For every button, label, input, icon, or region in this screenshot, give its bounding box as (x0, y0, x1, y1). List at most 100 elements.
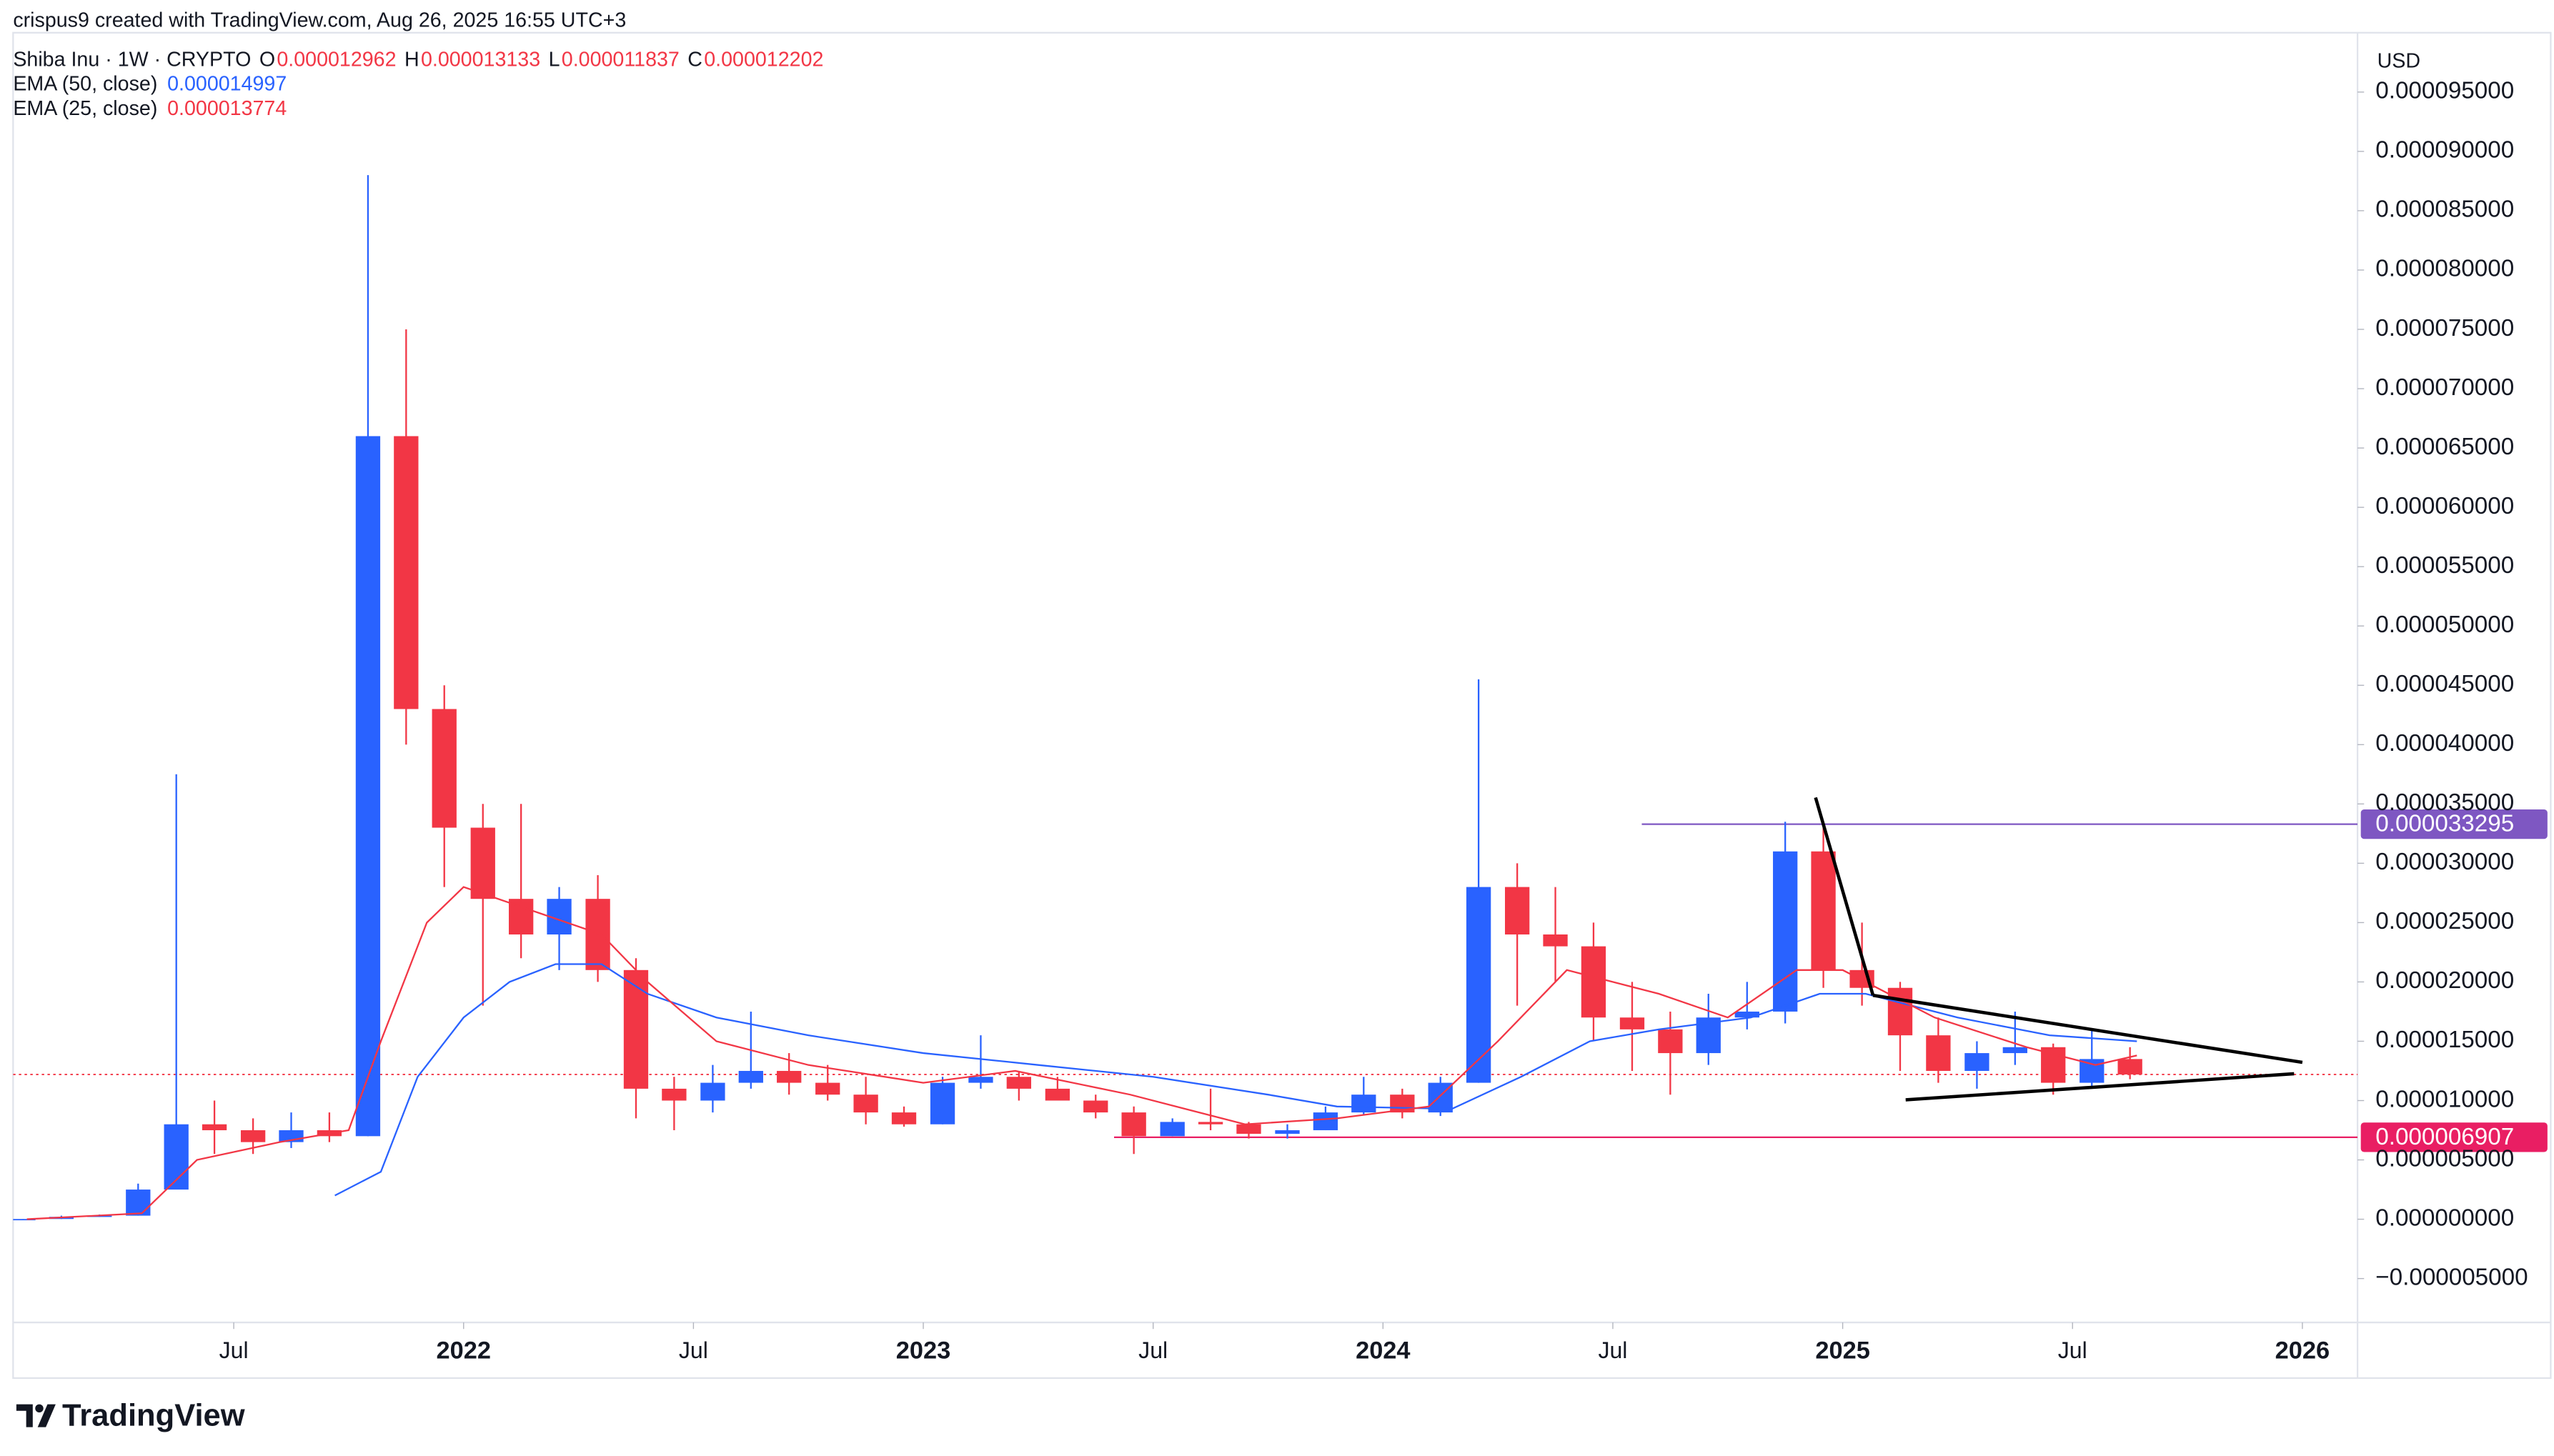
candle-body (1504, 887, 1530, 934)
indicator-name: EMA (25, close) (13, 97, 157, 120)
x-tick-label: 2025 (1815, 1337, 1869, 1364)
y-tick-label: 0.000075000 (2375, 315, 2514, 341)
candle-body (1926, 1035, 1951, 1071)
header-text: crispus9 created with TradingView.com, A… (13, 9, 626, 31)
x-tick-label: 2026 (2275, 1337, 2330, 1364)
plot-area (13, 175, 2358, 1221)
level-label-box (2360, 1122, 2548, 1152)
y-tick-label: 0.000085000 (2375, 196, 2514, 223)
ema-line (26, 886, 2137, 1220)
candle-body (202, 1124, 227, 1131)
candle-body (738, 1070, 763, 1083)
candle-body (240, 1130, 266, 1142)
x-tick-label: 2023 (896, 1337, 950, 1364)
y-tick-label: 0.000070000 (2375, 374, 2514, 401)
candle-body (1006, 1077, 1031, 1089)
ema-line (334, 963, 2137, 1197)
y-tick-label: 0.000060000 (2375, 493, 2514, 519)
ohlc-value: 0.000012962 (277, 48, 396, 71)
candle-body (891, 1112, 917, 1125)
indicator-value: 0.000014997 (167, 73, 287, 96)
candle-body (355, 436, 381, 1137)
currency-label: USD (2377, 50, 2420, 73)
candle-body (2117, 1059, 2142, 1074)
candle-body (1581, 946, 1606, 1018)
candle-body (1773, 851, 1798, 1012)
candle-body (2002, 1047, 2027, 1054)
candle-body (1466, 887, 1491, 1083)
trendline (1872, 993, 2303, 1064)
candle-body (1198, 1122, 1223, 1125)
x-tick-label: 2022 (437, 1337, 491, 1364)
y-tick-label: 0.000000000 (2375, 1205, 2514, 1231)
y-tick-label: 0.000030000 (2375, 849, 2514, 875)
candle-body (815, 1082, 840, 1095)
candle-body (13, 1219, 36, 1221)
level-label: 0.000033295 (2375, 811, 2514, 837)
y-tick-label: 0.000095000 (2375, 78, 2514, 104)
candle-body (853, 1095, 878, 1113)
y-tick-label: −0.000005000 (2375, 1264, 2528, 1290)
ohlc-value: 0.000013133 (421, 48, 540, 71)
candle-body (1964, 1053, 1989, 1071)
trendline (1905, 1072, 2295, 1102)
level-label: 0.000006907 (2375, 1124, 2514, 1150)
ohlc-label: H (404, 48, 419, 71)
candle-body (470, 827, 495, 899)
candle-body (164, 1124, 189, 1190)
x-tick-label: Jul (1598, 1337, 1627, 1363)
candle-body (394, 436, 419, 709)
candle-body (1045, 1088, 1070, 1101)
candle-body (432, 709, 457, 828)
x-tick-label: Jul (219, 1337, 249, 1363)
indicator-value: 0.000013774 (167, 97, 287, 120)
x-tick-label: 2024 (1356, 1337, 1410, 1364)
candle-body (1083, 1100, 1108, 1113)
ohlc-label: C (687, 48, 702, 71)
y-tick-label: 0.000040000 (2375, 730, 2514, 757)
trendline (1814, 797, 1875, 996)
candle-body (1658, 1029, 1683, 1054)
overlay: 0.000033295 0.000006907 (2360, 809, 2548, 1152)
candle-body (126, 1190, 151, 1216)
x-tick-label: Jul (679, 1337, 708, 1363)
brand-logo: TradingView (16, 1398, 245, 1432)
candle-body (1313, 1112, 1338, 1131)
brand-name: TradingView (62, 1398, 245, 1432)
candle-body (700, 1082, 725, 1101)
y-tick-label: 0.000080000 (2375, 256, 2514, 282)
candle-body (930, 1082, 955, 1125)
y-tick-label: 0.000015000 (2375, 1027, 2514, 1053)
y-tick-label: 0.000055000 (2375, 552, 2514, 579)
y-tick-label: 0.000090000 (2375, 137, 2514, 164)
candle-body (662, 1088, 687, 1101)
candle-body (1121, 1112, 1146, 1137)
candle-body (1811, 851, 1836, 970)
candle-body (1619, 1017, 1645, 1029)
ohlc-label: L (549, 48, 560, 71)
y-tick-label: 0.000035000 (2375, 789, 2514, 816)
candle-body (87, 1215, 112, 1217)
y-tick-label: 0.000065000 (2375, 434, 2514, 460)
x-tick-label: Jul (2058, 1337, 2087, 1363)
candle-body (1543, 934, 1568, 947)
x-tick-label: Jul (1138, 1337, 1168, 1363)
candle-body (2080, 1059, 2105, 1083)
y-tick-label: 0.000005000 (2375, 1145, 2514, 1172)
symbol-label: Shiba Inu · 1W · CRYPTO (13, 48, 251, 71)
ohlc-value: 0.000012202 (704, 48, 823, 71)
candle-body (585, 899, 610, 970)
ohlc-value: 0.000011837 (562, 48, 680, 71)
level-label-box (2360, 809, 2548, 839)
y-tick-label: 0.000010000 (2375, 1086, 2514, 1112)
candle-body (777, 1070, 802, 1083)
candle-body (623, 969, 649, 1089)
chart-frame (12, 31, 2552, 1380)
candle-body (2041, 1047, 2066, 1083)
y-tick-label: 0.000025000 (2375, 908, 2514, 934)
candle-body (968, 1077, 993, 1083)
candle-body (1734, 1011, 1759, 1018)
indicator-name: EMA (50, close) (13, 73, 157, 96)
